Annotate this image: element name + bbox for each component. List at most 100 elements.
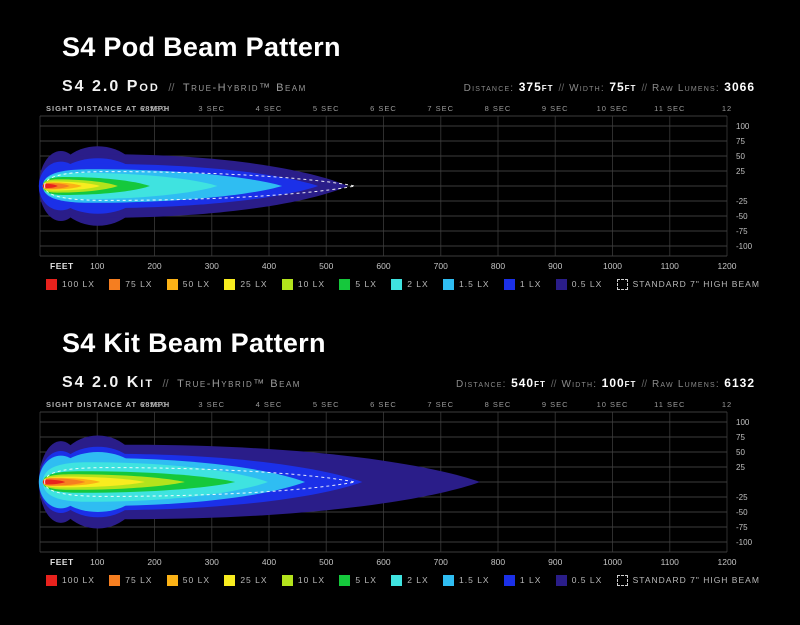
pod-stats: Distance: 375ft // Width: 75ft // Raw Lumens… [464, 78, 755, 96]
y-axis-tick: 100 [736, 418, 750, 427]
stat: Width: 100ft [561, 374, 636, 391]
legend-label: 2 LX [407, 279, 429, 289]
feet-tick: 900 [548, 261, 562, 271]
x-axis-label: FEET [50, 261, 74, 271]
pod-legend: 100 LX 75 LX 50 LX 25 LX 10 LX 5 LX 2 LX 1.5 LX… [46, 276, 760, 292]
seconds-tick: 12 [722, 104, 732, 113]
pod-product-name: S4 2.0 Pod [62, 78, 160, 95]
feet-tick: 700 [434, 261, 448, 271]
y-axis-tick: 75 [736, 137, 745, 146]
seconds-tick: 10 SEC [597, 400, 629, 409]
legend-label: 1.5 LX [459, 575, 490, 585]
kit-beam-type: True-Hybrid™ Beam [177, 378, 301, 390]
kit-section-title: S4 Kit Beam Pattern [62, 328, 326, 358]
y-axis-tick: -25 [736, 493, 748, 502]
pod-section: S4 Pod Beam Pattern S4 2.0 Pod // True-H… [0, 32, 800, 292]
legend-item-10: STANDARD 7" HIGH BEAM [616, 574, 760, 586]
y-axis-tick: 25 [736, 167, 745, 176]
lux-swatch [281, 278, 293, 290]
feet-tick: 300 [205, 261, 219, 271]
lux-swatch [46, 278, 57, 290]
feet-tick: 500 [319, 261, 333, 271]
y-axis-tick: -100 [736, 538, 753, 547]
stat-value: 3066 [724, 80, 755, 94]
lux-swatch [224, 574, 236, 586]
feet-tick: 800 [491, 261, 505, 271]
seconds-tick: 8 SEC [485, 400, 512, 409]
y-axis-tick: -75 [736, 227, 748, 236]
y-axis-tick: 50 [736, 448, 745, 457]
stat-separator: // [558, 83, 565, 94]
lux-swatch [339, 278, 351, 290]
page: S4 Pod Beam Pattern S4 2.0 Pod // True-H… [0, 32, 800, 586]
stat: Raw Lumens: 6132 [652, 374, 755, 391]
legend-label: 5 LX [355, 575, 377, 585]
seconds-tick: 6 SEC [370, 400, 397, 409]
sight-distance-label: SIGHT DISTANCE AT 68MPH [46, 104, 170, 113]
lux-swatch [555, 278, 567, 290]
seconds-tick: 8 SEC [485, 104, 512, 113]
beam-contours [38, 435, 481, 529]
seconds-tick: 5 SEC [313, 400, 340, 409]
legend-label: 75 LX [125, 279, 153, 289]
stat-label: Distance: [463, 83, 515, 94]
stat-separator: // [550, 379, 557, 390]
beam-contours [38, 146, 349, 226]
legend-label: 10 LX [297, 279, 326, 289]
contour-100lx [42, 183, 58, 189]
legend-label: 100 LX [62, 575, 95, 585]
legend-label: 5 LX [355, 279, 377, 289]
stat: Raw Lumens: 3066 [652, 78, 755, 95]
lux-swatch [339, 574, 351, 586]
seconds-tick: 11 SEC [654, 400, 685, 409]
seconds-tick: 9 SEC [542, 104, 569, 113]
stat-label: Width: [569, 83, 605, 94]
legend-item-7: 1.5 LX [443, 278, 490, 290]
kit-stats: Distance: 540ft // Width: 100ft // Raw Lumen… [456, 374, 755, 392]
lux-swatch [503, 278, 515, 290]
legend-item-2: 50 LX [166, 278, 210, 290]
feet-tick: 300 [205, 557, 219, 567]
pod-beam-chart: SIGHT DISTANCE AT 68MPH 2 SEC 3 SEC 4 SEC 5 … [0, 102, 800, 274]
feet-tick: 600 [376, 261, 390, 271]
lux-swatch [391, 574, 403, 586]
legend-label: 25 LX [240, 279, 268, 289]
legend-label: 100 LX [62, 279, 95, 289]
stat-value: 6132 [724, 376, 755, 390]
lux-swatch [555, 574, 567, 586]
stat: Distance: 375ft [464, 78, 554, 95]
legend-label: 10 LX [297, 575, 326, 585]
seconds-tick: 10 SEC [597, 104, 629, 113]
legend-label: 0.5 LX [571, 575, 603, 585]
lux-swatch [46, 574, 57, 586]
legend-item-6: 2 LX [391, 574, 429, 586]
legend-label: 75 LX [125, 575, 153, 585]
y-axis-tick: 75 [736, 433, 745, 442]
lux-swatch [109, 278, 121, 290]
seconds-tick: 11 SEC [654, 104, 685, 113]
legend-item-10: STANDARD 7" HIGH BEAM [616, 278, 760, 290]
y-axis-tick: -50 [736, 508, 748, 517]
feet-tick: 1200 [718, 261, 737, 271]
pod-beam-type: True-Hybrid™ Beam [182, 82, 307, 94]
stat-label: Raw Lumens: [652, 83, 720, 94]
legend-label: STANDARD 7" HIGH BEAM [632, 279, 760, 289]
y-axis-tick: 50 [736, 152, 745, 161]
legend-item-8: 1 LX [503, 574, 542, 586]
lux-swatch [391, 278, 403, 290]
stat-separator: // [641, 379, 647, 390]
seconds-tick: 5 SEC [313, 104, 340, 113]
feet-tick: 1000 [603, 261, 622, 271]
y-axis-tick: 25 [736, 463, 745, 472]
legend-item-9: 0.5 LX [555, 574, 603, 586]
lux-swatch [166, 278, 178, 290]
legend-item-5: 5 LX [339, 574, 377, 586]
feet-tick: 600 [376, 557, 390, 567]
seconds-tick: 9 SEC [542, 400, 569, 409]
seconds-tick: 7 SEC [427, 400, 454, 409]
lux-swatch [224, 278, 236, 290]
lux-swatch [503, 574, 515, 586]
legend-item-8: 1 LX [503, 278, 542, 290]
